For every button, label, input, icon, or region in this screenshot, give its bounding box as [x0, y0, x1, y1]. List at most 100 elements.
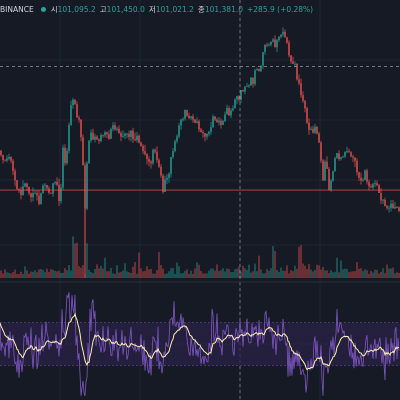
- volume-bar: [370, 270, 372, 278]
- candle-body: [50, 192, 52, 194]
- volume-bar: [242, 265, 244, 278]
- volume-bar: [374, 269, 376, 278]
- volume-bar: [320, 269, 322, 278]
- volume-bar: [10, 273, 12, 278]
- volume-bar: [364, 269, 366, 278]
- candle-body: [378, 185, 380, 194]
- candle-body: [128, 133, 130, 137]
- volume-bar: [250, 272, 252, 278]
- volume-bar: [200, 270, 202, 278]
- candle-body: [130, 130, 132, 137]
- volume-bar: [128, 272, 130, 278]
- candle-body: [254, 70, 256, 84]
- volume-bar: [244, 268, 246, 278]
- candle-body: [48, 188, 50, 193]
- candle-body: [54, 181, 56, 184]
- volume-bar: [344, 268, 346, 278]
- volume-bar: [110, 267, 112, 278]
- candle-body: [284, 31, 286, 38]
- candle-body: [232, 108, 234, 111]
- candle-body: [322, 160, 324, 181]
- candle-body: [398, 207, 400, 211]
- candle-body: [46, 184, 48, 189]
- volume-bar: [382, 268, 384, 278]
- volume-bar: [288, 273, 290, 278]
- candle-body: [164, 179, 166, 192]
- volume-bar: [64, 268, 66, 278]
- candle-body: [396, 207, 398, 208]
- volume-bar: [224, 271, 226, 278]
- candle-body: [16, 180, 18, 189]
- candle-body: [12, 160, 14, 171]
- volume-bar: [118, 272, 120, 278]
- candle-body: [56, 181, 58, 185]
- volume-bar: [6, 272, 8, 278]
- candle-body: [312, 128, 314, 133]
- oscillator-panel: [0, 292, 400, 396]
- volume-bar: [396, 272, 398, 278]
- candle-body: [280, 34, 282, 37]
- candle-body: [296, 63, 298, 80]
- volume-bar: [186, 269, 188, 278]
- volume-bar: [292, 271, 294, 278]
- volume-bar: [394, 273, 396, 278]
- volume-bar: [16, 273, 18, 278]
- candle-body: [188, 115, 190, 119]
- candle-body: [354, 157, 356, 161]
- candle-body: [196, 121, 198, 123]
- volume-bar: [132, 266, 134, 278]
- candle-body: [168, 173, 170, 178]
- candle-body: [114, 125, 116, 130]
- volume-bar: [114, 273, 116, 278]
- volume-bar: [36, 272, 38, 278]
- candle-body: [386, 206, 388, 208]
- candle-body: [66, 150, 68, 164]
- candle-body: [116, 128, 118, 130]
- volume-bar: [256, 271, 258, 278]
- candle-body: [236, 96, 238, 100]
- candle-body: [174, 141, 176, 152]
- volume-bar: [134, 261, 136, 278]
- volume-bar: [366, 270, 368, 278]
- candle-body: [158, 160, 160, 167]
- candle-body: [30, 193, 32, 198]
- volume-bar: [358, 268, 360, 278]
- candle-body: [314, 126, 316, 133]
- candle-body: [278, 36, 280, 41]
- candle-body: [166, 177, 168, 180]
- candle-body: [34, 193, 36, 194]
- candle-body: [310, 128, 312, 130]
- volume-bar: [248, 264, 250, 278]
- candle-body: [222, 121, 224, 125]
- volume-bar: [372, 272, 374, 278]
- volume-bar: [102, 268, 104, 278]
- volume-bar: [44, 272, 46, 278]
- low-label: 저: [148, 4, 156, 14]
- volume-bar: [96, 264, 98, 278]
- volume-bar: [362, 271, 364, 278]
- candle-body: [250, 77, 252, 86]
- candle-body: [234, 99, 236, 109]
- candle-body: [200, 129, 202, 132]
- volume-bar: [108, 271, 110, 278]
- volume-bar: [156, 270, 158, 278]
- candle-body: [142, 145, 144, 152]
- volume-bar: [378, 273, 380, 278]
- candle-body: [58, 184, 60, 202]
- close-value: 101,381.0: [204, 4, 243, 14]
- open-value: 101,095.2: [57, 4, 96, 14]
- volume-bar: [398, 272, 400, 278]
- volume-bar: [316, 264, 318, 278]
- candle-body: [242, 90, 244, 92]
- volume-bar: [56, 271, 58, 278]
- candle-body: [276, 40, 278, 48]
- candle-body: [334, 158, 336, 172]
- volume-bar: [328, 273, 330, 278]
- candle-body: [304, 100, 306, 109]
- volume-bar: [184, 271, 186, 278]
- candle-body: [70, 105, 72, 125]
- volume-bar: [238, 266, 240, 278]
- volume-bar: [240, 271, 242, 278]
- candle-body: [356, 160, 358, 173]
